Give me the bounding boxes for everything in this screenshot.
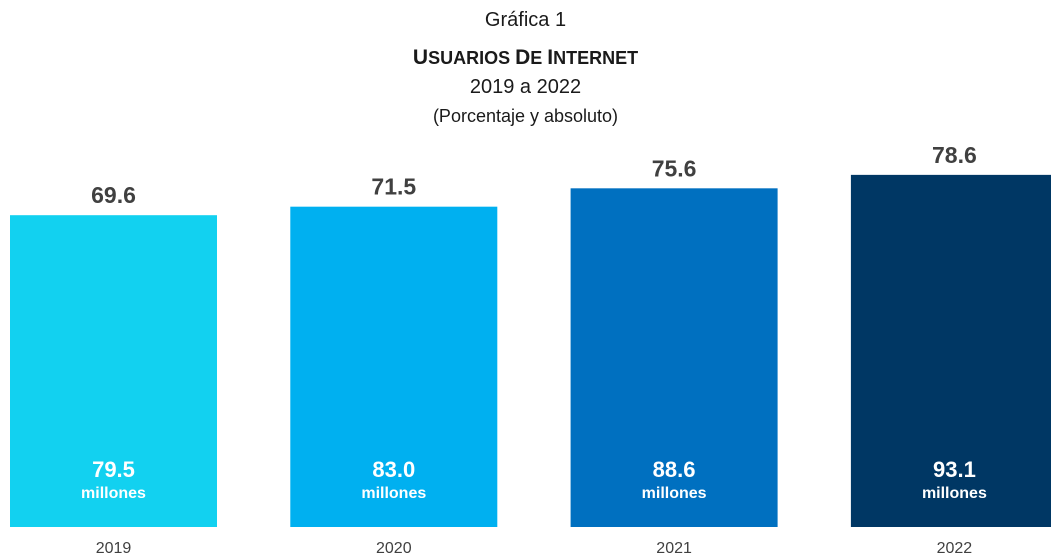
bar-2020 (290, 206, 498, 527)
inner-value-2020: 83.0 (372, 457, 415, 482)
inner-unit-2019: millones (81, 485, 146, 502)
value-label-2019: 69.6 (91, 182, 136, 208)
chart-number: Gráfica 1 (484, 9, 567, 31)
inner-unit-2022: millones (922, 485, 987, 502)
x-tick-label-2022: 2022 (937, 540, 973, 557)
x-tick-label-2021: 2021 (656, 540, 692, 557)
chart-subtitle: (Porcentaje y absoluto) (432, 106, 619, 126)
value-label-2021: 75.6 (652, 155, 697, 181)
x-tick-label-2020: 2020 (376, 540, 412, 557)
value-label-2022: 78.6 (932, 142, 977, 168)
chart-title: USUARIOS DE INTERNET (412, 46, 639, 69)
value-label-2020: 71.5 (371, 174, 416, 200)
bar-2021 (570, 188, 778, 527)
inner-value-2021: 88.6 (653, 457, 696, 482)
x-tick-label-2019: 2019 (96, 540, 132, 557)
chart-year-range: 2019 a 2022 (469, 76, 582, 98)
bar-2019 (10, 215, 217, 527)
bar-2022 (850, 174, 1051, 527)
inner-unit-2021: millones (642, 485, 707, 502)
inner-value-2022: 93.1 (933, 457, 976, 482)
inner-unit-2020: millones (361, 485, 426, 502)
inner-value-2019: 79.5 (92, 457, 135, 482)
